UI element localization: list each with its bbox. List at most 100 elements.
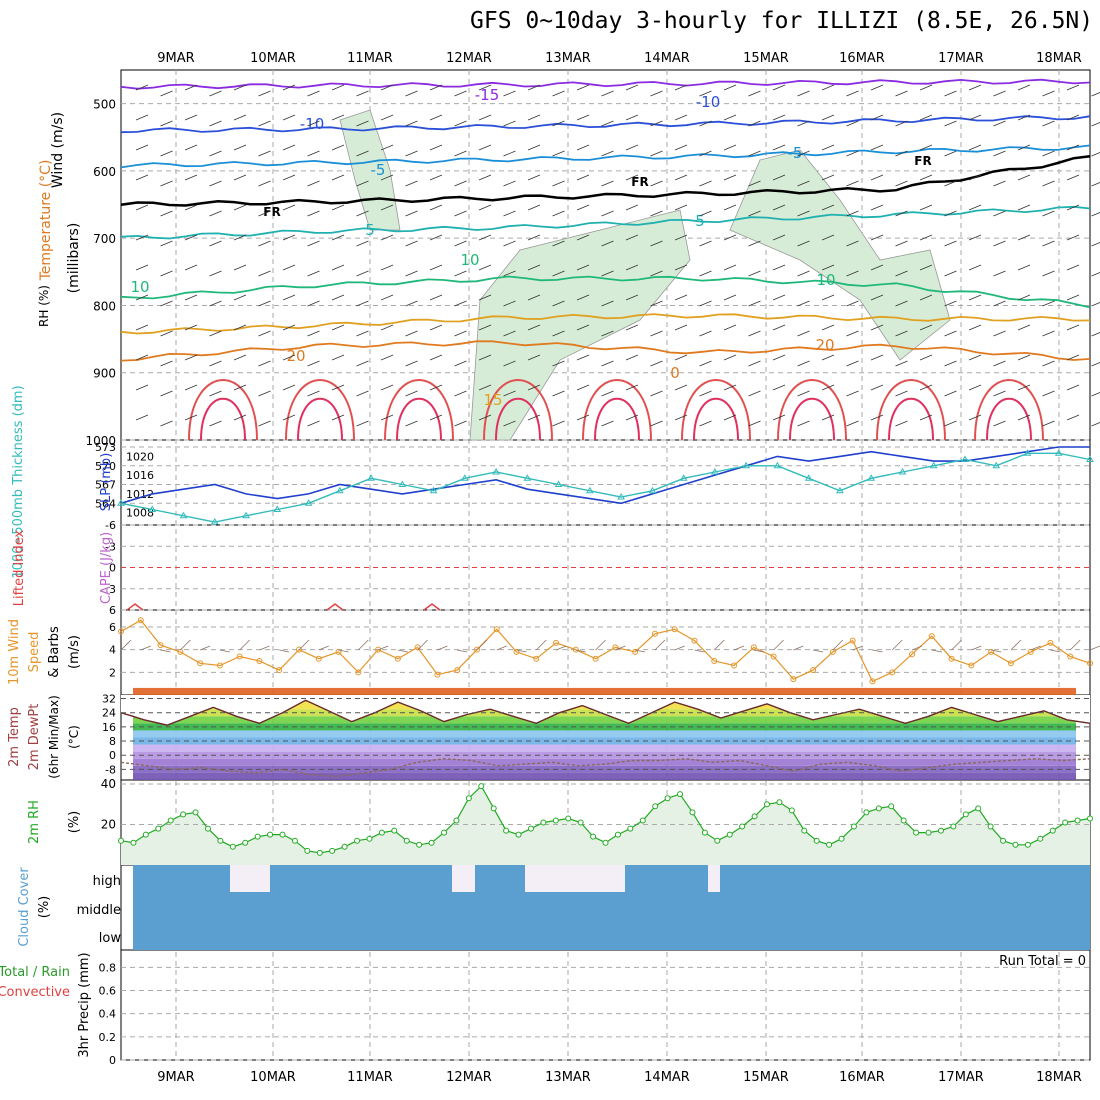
wind10m-barb: [180, 639, 191, 651]
wind-barb: [748, 240, 761, 247]
wind-barb: [380, 204, 394, 211]
wind-barb: [601, 90, 614, 97]
rh2m-point: [1074, 817, 1081, 824]
wind-barb: [184, 234, 198, 241]
li-tick: 3: [109, 583, 116, 596]
wind-barb: [1042, 210, 1055, 217]
wind-barb: [356, 120, 369, 127]
wind-barb: [233, 264, 247, 271]
wind-barb: [552, 390, 565, 397]
wind-barb: [772, 384, 786, 391]
rh2m-point: [527, 825, 534, 832]
wind-barb: [944, 180, 957, 187]
wind-barb: [184, 324, 198, 331]
wind-barb: [209, 300, 222, 307]
wind-barb: [919, 384, 933, 391]
wind-barb: [895, 120, 908, 127]
wind-barb: [772, 414, 786, 421]
date-label-top: 9MAR: [157, 51, 194, 66]
wind-barb: [650, 120, 663, 127]
rh2m-point: [453, 817, 460, 824]
wind-barb: [429, 354, 443, 361]
wind-speed-point: [216, 662, 223, 669]
wind-barb: [454, 270, 467, 277]
pressure-tick: 700: [93, 232, 116, 246]
wind-barb: [601, 270, 614, 277]
thickness-point: [1086, 455, 1094, 462]
wind-barb: [968, 384, 982, 391]
wind10m-barb: [318, 645, 329, 651]
wind-barb: [503, 90, 516, 97]
wind-speed-point: [810, 667, 817, 674]
wind-barb: [895, 150, 908, 157]
minmax-label: (6hr Min/Max): [47, 695, 61, 779]
date-label-top: 13MAR: [545, 51, 591, 66]
wind-barb: [405, 210, 418, 217]
wind-speed-point: [315, 655, 322, 662]
wind-barb: [993, 420, 1006, 427]
wind-barb: [233, 294, 247, 301]
rh2m-point: [279, 831, 286, 838]
wind-barb: [944, 150, 957, 157]
rh2m-point: [118, 837, 124, 844]
wind-barb: [478, 204, 492, 211]
temp2m-label: 2m Temp: [7, 707, 22, 767]
wind-speed-point: [829, 648, 836, 655]
wind-barb: [429, 414, 443, 421]
wind-barb: [821, 264, 835, 271]
wind-barb: [503, 180, 516, 187]
temp-units: (°C): [67, 725, 81, 749]
wind-barb: [723, 234, 737, 241]
rh2m-point: [291, 837, 298, 844]
wind-barb: [576, 354, 590, 361]
thickness-point: [867, 474, 876, 481]
wind-barb: [258, 360, 271, 367]
wind-barb: [331, 174, 345, 181]
wind-barb: [772, 114, 786, 121]
wind-barb: [527, 84, 541, 91]
wind-barb: [209, 330, 222, 337]
wind-barb: [601, 390, 614, 397]
rh2m-point: [1024, 841, 1031, 848]
wind-barb: [258, 300, 271, 307]
rh2m-point: [378, 829, 385, 836]
wind-barb: [1042, 420, 1055, 427]
wind-barb: [233, 234, 247, 241]
wind-barb: [895, 420, 908, 427]
wind-barb: [674, 264, 688, 271]
rh2m-point: [739, 823, 746, 830]
wind-barb: [331, 414, 345, 421]
rh2m-point: [254, 833, 261, 840]
wind10m-barb: [713, 639, 725, 651]
wind-barb: [233, 144, 247, 151]
wind-barb: [601, 420, 614, 427]
temp-mask: [121, 695, 1090, 726]
wind-speed-point: [572, 646, 579, 653]
wind-barb: [895, 180, 908, 187]
wind-barb: [821, 114, 835, 121]
wind-barb: [552, 210, 565, 217]
wind-barb: [723, 324, 737, 331]
isotherm-label: 20: [286, 347, 305, 365]
date-axes: 9MAR 9MAR 10MAR 10MAR 11MAR 11MAR 12MAR 12MAR 13…: [157, 51, 1082, 1085]
side-labels: Wind (m/s)Temperature (°C) RH (%) (milliba…: [0, 112, 114, 1058]
wind-barb: [405, 180, 418, 187]
rh2m-point: [875, 805, 882, 812]
date-label-bottom: 18MAR: [1036, 1070, 1082, 1085]
wind10m-barb: [733, 645, 745, 651]
isotherm-line: [120, 78, 1091, 90]
wind-barb: [405, 420, 418, 427]
wind-barb: [1091, 242, 1100, 247]
wind-barb: [919, 204, 933, 211]
isotherm-label: 15: [483, 391, 502, 409]
rh2m-point: [1000, 837, 1007, 844]
wind-barb: [356, 240, 369, 247]
wind-speed-point: [928, 633, 935, 640]
wind-barb: [429, 264, 443, 271]
wind-barb: [184, 414, 198, 421]
wind-barb: [625, 144, 639, 151]
wind-barb: [748, 90, 761, 97]
thickness-point: [148, 505, 157, 512]
thickness-line: [120, 452, 1091, 523]
wind-barb: [601, 150, 614, 157]
